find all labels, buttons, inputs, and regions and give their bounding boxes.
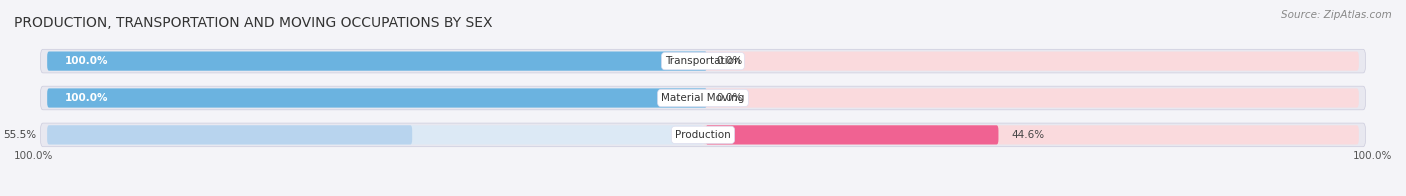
FancyBboxPatch shape [48,125,703,144]
FancyBboxPatch shape [48,52,707,71]
Text: 100.0%: 100.0% [14,151,53,161]
FancyBboxPatch shape [41,49,1365,73]
FancyBboxPatch shape [703,52,1358,71]
Text: 44.6%: 44.6% [1012,130,1045,140]
Text: 0.0%: 0.0% [716,56,742,66]
Text: Material Moving: Material Moving [661,93,745,103]
Text: Transportation: Transportation [665,56,741,66]
Text: 100.0%: 100.0% [65,56,108,66]
FancyBboxPatch shape [48,88,707,108]
FancyBboxPatch shape [48,88,703,108]
Text: Production: Production [675,130,731,140]
FancyBboxPatch shape [41,123,1365,147]
FancyBboxPatch shape [41,86,1365,110]
FancyBboxPatch shape [706,125,998,144]
FancyBboxPatch shape [703,125,1358,144]
FancyBboxPatch shape [48,52,703,71]
Text: 100.0%: 100.0% [65,93,108,103]
FancyBboxPatch shape [48,125,412,144]
FancyBboxPatch shape [703,88,1358,108]
Text: 0.0%: 0.0% [716,93,742,103]
Text: PRODUCTION, TRANSPORTATION AND MOVING OCCUPATIONS BY SEX: PRODUCTION, TRANSPORTATION AND MOVING OC… [14,16,492,30]
Text: 55.5%: 55.5% [3,130,37,140]
Text: 100.0%: 100.0% [1353,151,1392,161]
Text: Source: ZipAtlas.com: Source: ZipAtlas.com [1281,10,1392,20]
